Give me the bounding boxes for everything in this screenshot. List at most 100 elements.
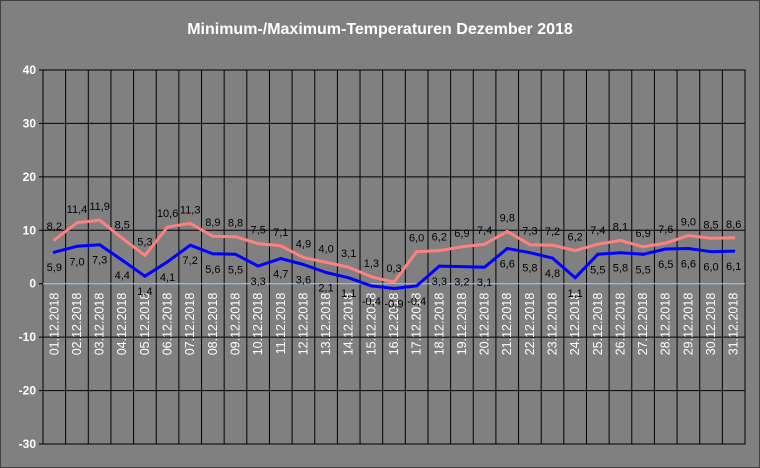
x-tick-label: 22.12.2018 <box>523 293 537 356</box>
min-temperature-data-label: 7,3 <box>92 255 107 267</box>
max-temperature-point <box>415 250 419 254</box>
max-temperature-point <box>460 245 464 249</box>
y-tick-label: -30 <box>19 437 37 451</box>
min-temperature-point <box>618 251 622 255</box>
y-tick-label: -20 <box>19 384 37 398</box>
min-temperature-data-label: 3,1 <box>477 277 492 289</box>
max-temperature-data-label: 8,9 <box>205 217 220 229</box>
min-temperature-data-label: 6,1 <box>726 261 741 273</box>
max-temperature-point <box>98 218 102 222</box>
min-temperature-point <box>709 250 713 254</box>
max-temperature-point <box>75 221 79 225</box>
chart-title: Minimum-/Maximum-Temperaturen Dezember 2… <box>187 21 573 38</box>
min-temperature-data-label: 6,5 <box>658 259 673 271</box>
max-temperature-data-label: 6,2 <box>432 232 447 244</box>
min-temperature-data-label: 6,6 <box>500 258 515 270</box>
max-temperature-data-label: 11,9 <box>89 201 110 213</box>
min-temperature-point <box>143 274 147 278</box>
max-temperature-point <box>641 245 645 249</box>
max-temperature-data-label: 7,6 <box>658 224 673 236</box>
max-temperature-data-label: 6,9 <box>635 228 650 240</box>
max-temperature-data-label: 9,0 <box>681 217 696 229</box>
max-temperature-data-label: 7,2 <box>545 226 560 238</box>
min-temperature-data-label: 2,1 <box>318 282 333 294</box>
min-temperature-point <box>664 247 668 251</box>
plot-area <box>42 69 746 445</box>
max-temperature-point <box>596 242 600 246</box>
min-temperature-point <box>120 258 124 262</box>
max-temperature-data-label: 7,4 <box>590 225 605 237</box>
max-temperature-point <box>347 265 351 269</box>
y-tick-label: 40 <box>23 63 37 77</box>
max-temperature-point <box>256 242 260 246</box>
min-temperature-data-label: 1,4 <box>137 286 152 298</box>
max-temperature-point <box>279 244 283 248</box>
max-temperature-data-label: 7,5 <box>250 225 265 237</box>
x-tick-label: 10.12.2018 <box>251 293 265 356</box>
min-temperature-point <box>347 276 351 280</box>
min-temperature-data-label: 5,8 <box>613 263 628 275</box>
x-tick-label: 19.12.2018 <box>455 293 469 356</box>
min-temperature-data-label: 6,0 <box>703 262 718 274</box>
max-temperature-data-label: 8,1 <box>613 221 628 233</box>
max-temperature-data-label: 4,0 <box>318 243 333 255</box>
max-temperature-data-label: 6,2 <box>568 232 583 244</box>
max-temperature-data-label: 8,6 <box>726 219 741 231</box>
min-temperature-data-label: -0,9 <box>385 299 404 311</box>
max-temperature-data-label: 1,3 <box>364 258 379 270</box>
min-temperature-data-label: 1,1 <box>341 288 356 300</box>
max-temperature-point <box>483 242 487 246</box>
max-temperature-data-label: 6,9 <box>454 228 469 240</box>
min-temperature-data-label: 4,8 <box>545 268 560 280</box>
x-tick-label: 31.12.2018 <box>727 293 741 356</box>
x-tick-label: 01.12.2018 <box>47 293 61 356</box>
x-tick-label: 09.12.2018 <box>228 293 242 356</box>
min-temperature-point <box>301 262 305 266</box>
max-temperature-point <box>709 236 713 240</box>
max-temperature-point <box>664 241 668 245</box>
gridlines <box>39 69 745 445</box>
max-temperature-point <box>505 229 509 233</box>
max-temperature-point <box>732 236 736 240</box>
min-temperature-data-label: 5,5 <box>228 264 243 276</box>
x-tick-label: 24.12.2018 <box>568 293 582 356</box>
series-lines <box>52 218 736 291</box>
min-temperature-point <box>686 246 690 250</box>
max-temperature-data-label: 7,4 <box>477 225 492 237</box>
min-temperature-point <box>98 243 102 247</box>
min-temperature-point <box>437 264 441 268</box>
min-temperature-data-label: 6,6 <box>681 258 696 270</box>
plot-area-layer <box>42 69 746 445</box>
min-temperature-data-label: 5,9 <box>47 262 62 274</box>
min-temperature-data-label: 3,6 <box>296 274 311 286</box>
max-temperature-data-label: 7,3 <box>522 226 537 238</box>
max-temperature-point <box>686 234 690 238</box>
min-temperature-point <box>392 287 396 291</box>
max-temperature-data-label: 5,3 <box>137 236 152 248</box>
max-temperature-data-label: 9,8 <box>500 212 515 224</box>
x-tick-label: 23.12.2018 <box>546 293 560 356</box>
x-tick-label: 25.12.2018 <box>591 293 605 356</box>
min-temperature-point <box>596 252 600 256</box>
max-temperature-point <box>551 243 555 247</box>
min-temperature-point <box>324 270 328 274</box>
max-temperature-data-label: 8,2 <box>47 221 62 233</box>
max-temperature-point <box>392 280 396 284</box>
max-temperature-point <box>52 238 56 242</box>
min-temperature-data-label: 7,0 <box>69 256 84 268</box>
max-temperature-data-label: 8,8 <box>228 218 243 230</box>
x-tick-label: 02.12.2018 <box>70 293 84 356</box>
min-temperature-data-label: 3,3 <box>432 276 447 288</box>
min-temperature-point <box>211 252 215 256</box>
x-tick-label: 12.12.2018 <box>296 293 310 356</box>
x-tick-label: 27.12.2018 <box>636 293 650 356</box>
max-temperature-data-label: 7,1 <box>273 227 288 239</box>
min-temperature-point <box>75 244 79 248</box>
x-tick-label: 18.12.2018 <box>432 293 446 356</box>
min-temperature-data-label: 5,5 <box>590 264 605 276</box>
max-temperature-data-label: 11,3 <box>180 204 201 216</box>
min-temperature-data-label: 5,8 <box>522 263 537 275</box>
min-temperature-data-label: 1,1 <box>568 288 583 300</box>
x-tick-label: 29.12.2018 <box>681 293 695 356</box>
max-temperature-data-label: 8,5 <box>115 219 130 231</box>
